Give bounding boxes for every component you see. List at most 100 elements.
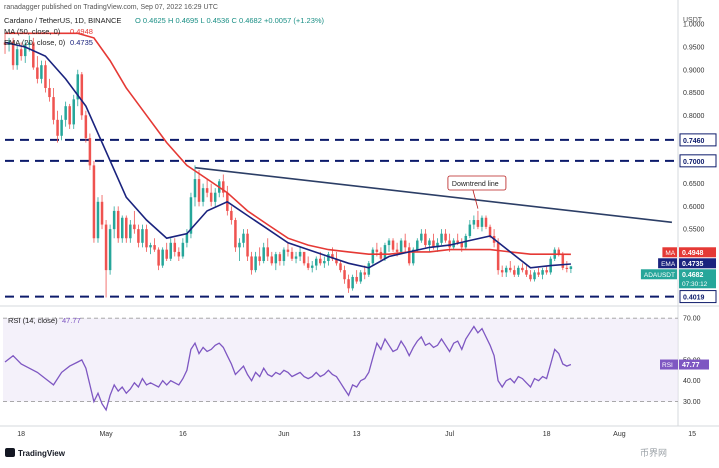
candle-down — [424, 229, 427, 248]
candle-body — [533, 272, 536, 280]
candle-up — [254, 251, 257, 273]
candle-down — [403, 233, 407, 252]
candle-up — [193, 165, 197, 207]
candle-body — [286, 249, 290, 252]
candle-body — [294, 256, 298, 259]
candle-body — [32, 42, 35, 68]
candle-body — [84, 115, 88, 139]
candle-down — [496, 238, 500, 275]
time-tick-label: Jul — [445, 431, 454, 438]
candle-body — [133, 224, 136, 230]
candle-up — [274, 251, 278, 271]
candle-body — [363, 272, 367, 275]
candle-up — [541, 267, 544, 280]
rsi-tick-label: 70.00 — [683, 316, 701, 323]
candle-body — [246, 233, 249, 257]
candle-body — [141, 229, 144, 243]
candle-body — [48, 87, 51, 98]
candle-up — [60, 115, 63, 141]
candle-up — [161, 247, 164, 268]
level-label: 0.4019 — [683, 295, 705, 302]
candle-body — [266, 247, 269, 257]
price-tag-name-box — [658, 258, 677, 269]
candle-down — [197, 169, 201, 207]
candle-down — [250, 251, 253, 275]
price-tick-label: 0.5500 — [683, 227, 705, 234]
candle-up — [420, 229, 423, 243]
candle-up — [298, 247, 302, 262]
candle-up — [76, 69, 80, 107]
candle-body — [44, 65, 47, 88]
candle-body — [371, 249, 375, 264]
candle-body — [189, 197, 193, 234]
price-tick-label: 0.9000 — [683, 67, 705, 74]
candle-up — [351, 274, 354, 291]
candle-down — [100, 194, 104, 230]
rsi-tag-value: 47.77 — [682, 362, 700, 369]
candle-body — [23, 44, 27, 57]
candle-body — [36, 67, 39, 79]
candle-up — [517, 265, 520, 277]
candle-body — [64, 106, 67, 120]
candle-body — [335, 258, 338, 264]
candle-up — [282, 247, 286, 266]
candle-down — [137, 224, 140, 248]
candle-body — [351, 276, 354, 289]
price-tag-name: EMA — [661, 261, 676, 268]
candle-body — [177, 251, 181, 257]
candle-down — [209, 183, 213, 207]
candle-up — [213, 188, 217, 207]
candle-body — [185, 233, 189, 243]
candle-body — [19, 49, 23, 57]
candle-down — [545, 265, 548, 275]
candle-body — [440, 233, 443, 243]
candle-body — [56, 119, 59, 136]
candle-body — [468, 224, 472, 236]
time-axis: 18May16Jun13Jul18Aug15Sep12 — [17, 431, 696, 438]
watermark: 币界网 — [640, 448, 667, 458]
level-label-box — [679, 133, 717, 147]
candle-body — [541, 270, 544, 275]
tradingview-logo[interactable]: TradingView — [5, 448, 66, 458]
candle-body — [181, 242, 185, 257]
candle-up — [120, 215, 124, 243]
candle-body — [68, 106, 71, 125]
candle-body — [480, 217, 484, 227]
candle-body — [3, 42, 7, 45]
candle-body — [343, 270, 346, 280]
candle-body — [137, 229, 140, 243]
candle-body — [557, 249, 561, 255]
candle-body — [323, 261, 326, 264]
candle-body — [367, 263, 371, 275]
candle-down — [157, 247, 160, 271]
candle-body — [513, 270, 516, 275]
candle-down — [258, 247, 261, 266]
candle-up — [504, 265, 508, 277]
candle-body — [88, 138, 92, 166]
candle-down — [177, 247, 181, 262]
candle-down — [153, 238, 156, 252]
candle-down — [222, 174, 225, 198]
candle-down — [306, 256, 310, 271]
candle-up — [64, 101, 67, 127]
horizontal-levels — [5, 138, 676, 298]
candle-body — [238, 242, 241, 248]
tradingview-logo-icon — [5, 448, 15, 457]
candle-down — [88, 133, 92, 170]
candle-body — [52, 97, 55, 120]
candle-down — [270, 251, 274, 266]
price-tag-value: 0.4948 — [682, 250, 704, 257]
price-tag-value-box — [679, 247, 716, 258]
candle-body — [521, 267, 524, 271]
candle-body — [92, 165, 96, 239]
candle-down — [84, 110, 88, 143]
candle-body — [448, 240, 451, 248]
rsi-legend-value: 47.77 — [62, 316, 81, 325]
candle-body — [197, 179, 201, 202]
price-tag-countdown: 07:30:12 — [682, 281, 708, 288]
candle-down — [104, 220, 108, 298]
price-tick-label: 0.6000 — [683, 204, 705, 211]
level-label: 0.7000 — [683, 159, 705, 166]
